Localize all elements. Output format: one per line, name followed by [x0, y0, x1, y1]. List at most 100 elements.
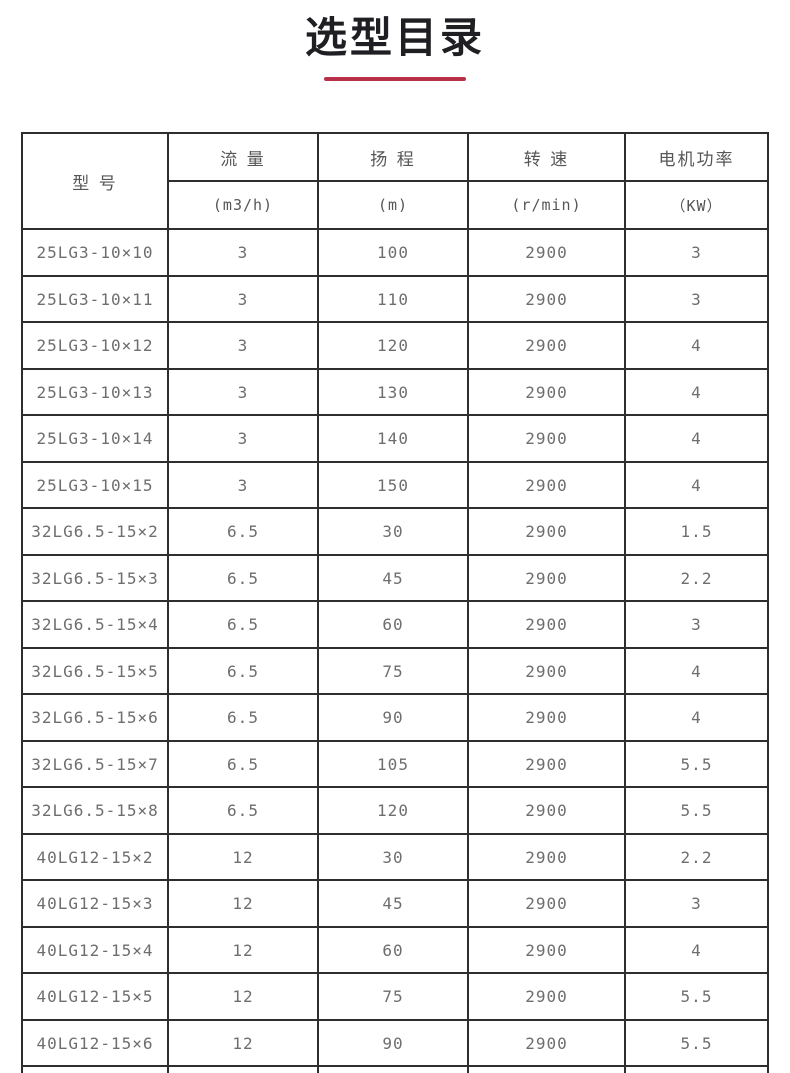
table-row: 32LG6.5-15×3 6.5 45 2900 2.2 [21, 553, 769, 603]
power-cell [624, 1065, 769, 1073]
head-cell: 150 [317, 460, 469, 510]
table-row-partial [21, 1065, 769, 1073]
head-cell: 30 [317, 832, 469, 882]
head-cell: 60 [317, 925, 469, 975]
flow-cell: 6.5 [167, 786, 319, 835]
head-cell: 30 [317, 507, 469, 556]
speed-cell: 2900 [467, 321, 626, 370]
model-cell: 40LG12-15×2 [21, 832, 169, 882]
column-header-speed: 转 速 [467, 132, 626, 183]
model-cell: 25LG3-10×13 [21, 367, 169, 417]
header-row-units: (m3/h) (m) (r/min) （KW） [22, 180, 769, 231]
power-cell: 5.5 [624, 739, 769, 789]
model-cell: 40LG12-15×3 [21, 879, 169, 928]
header-row-labels: 型 号 流 量 扬 程 转 速 电机功率 [21, 132, 769, 231]
table-header: 型 号 流 量 扬 程 转 速 电机功率 (m3/h) (m) (r/min) … [21, 132, 769, 231]
table-row: 40LG12-15×6 12 90 2900 5.5 [21, 1018, 769, 1068]
speed-cell [467, 1065, 626, 1073]
table-row: 25LG3-10×12 3 120 2900 4 [21, 321, 769, 370]
power-cell: 5.5 [624, 1018, 769, 1068]
table-body: 25LG3-10×10 3 100 2900 3 25LG3-10×11 3 1… [21, 228, 769, 1073]
head-cell: 105 [317, 739, 469, 789]
table-row: 32LG6.5-15×8 6.5 120 2900 5.5 [21, 786, 769, 835]
power-cell: 4 [624, 321, 769, 370]
page-title: 选型目录 [304, 13, 485, 62]
model-cell: 32LG6.5-15×8 [21, 786, 169, 835]
speed-cell: 2900 [467, 879, 626, 928]
flow-cell: 6.5 [167, 600, 319, 649]
head-cell: 90 [317, 693, 469, 742]
flow-cell: 6.5 [167, 507, 319, 556]
power-cell: 3 [624, 228, 769, 277]
head-cell: 90 [317, 1018, 469, 1068]
head-cell: 130 [317, 367, 469, 417]
table-row: 40LG12-15×2 12 30 2900 2.2 [21, 832, 769, 882]
speed-cell: 2900 [467, 367, 626, 417]
head-cell: 45 [317, 553, 469, 603]
head-cell [317, 1065, 469, 1073]
flow-cell: 3 [167, 228, 319, 277]
table-row: 40LG12-15×4 12 60 2900 4 [21, 925, 769, 975]
head-cell: 120 [317, 321, 469, 370]
model-cell: 32LG6.5-15×5 [21, 646, 169, 696]
column-header-model: 型 号 [21, 132, 169, 231]
unit-head: (m) [317, 180, 469, 231]
flow-cell: 12 [167, 925, 319, 975]
table-row: 32LG6.5-15×6 6.5 90 2900 4 [21, 693, 769, 742]
head-cell: 110 [317, 274, 469, 324]
unit-speed: (r/min) [467, 180, 626, 231]
flow-cell [167, 1065, 319, 1073]
model-cell: 25LG3-10×12 [21, 321, 169, 370]
flow-cell: 6.5 [167, 739, 319, 789]
flow-cell: 3 [167, 460, 319, 510]
model-cell: 25LG3-10×10 [21, 228, 169, 277]
speed-cell: 2900 [467, 507, 626, 556]
table-row: 32LG6.5-15×4 6.5 60 2900 3 [21, 600, 769, 649]
model-cell: 40LG12-15×4 [21, 925, 169, 975]
power-cell: 1.5 [624, 507, 769, 556]
pump-selection-table: 型 号 流 量 扬 程 转 速 电机功率 (m3/h) (m) (r/min) … [21, 132, 769, 1073]
speed-cell: 2900 [467, 600, 626, 649]
flow-cell: 3 [167, 414, 319, 463]
flow-cell: 12 [167, 879, 319, 928]
unit-flow: (m3/h) [167, 180, 319, 231]
flow-cell: 3 [167, 274, 319, 324]
power-cell: 4 [624, 414, 769, 463]
power-cell: 4 [624, 460, 769, 510]
speed-cell: 2900 [467, 972, 626, 1021]
head-cell: 60 [317, 600, 469, 649]
speed-cell: 2900 [467, 786, 626, 835]
power-cell: 3 [624, 274, 769, 324]
flow-cell: 6.5 [167, 553, 319, 603]
table-row: 25LG3-10×11 3 110 2900 3 [21, 274, 769, 324]
table-row: 25LG3-10×15 3 150 2900 4 [21, 460, 769, 510]
speed-cell: 2900 [467, 646, 626, 696]
speed-cell: 2900 [467, 693, 626, 742]
table-row: 32LG6.5-15×7 6.5 105 2900 5.5 [21, 739, 769, 789]
model-cell: 25LG3-10×15 [21, 460, 169, 510]
title-accent-underline [324, 77, 466, 82]
model-cell [21, 1065, 169, 1073]
model-cell: 32LG6.5-15×2 [21, 507, 169, 556]
power-cell: 5.5 [624, 972, 769, 1021]
speed-cell: 2900 [467, 274, 626, 324]
power-cell: 3 [624, 600, 769, 649]
head-cell: 140 [317, 414, 469, 463]
model-cell: 25LG3-10×14 [21, 414, 169, 463]
model-cell: 32LG6.5-15×6 [21, 693, 169, 742]
table-row: 40LG12-15×3 12 45 2900 3 [21, 879, 769, 928]
head-cell: 75 [317, 646, 469, 696]
table-row: 25LG3-10×13 3 130 2900 4 [21, 367, 769, 417]
power-cell: 4 [624, 925, 769, 975]
model-cell: 32LG6.5-15×7 [21, 739, 169, 789]
model-cell: 40LG12-15×6 [21, 1018, 169, 1068]
head-cell: 120 [317, 786, 469, 835]
power-cell: 4 [624, 646, 769, 696]
speed-cell: 2900 [467, 553, 626, 603]
flow-cell: 3 [167, 367, 319, 417]
power-cell: 4 [624, 367, 769, 417]
flow-cell: 6.5 [167, 646, 319, 696]
flow-cell: 12 [167, 972, 319, 1021]
power-cell: 5.5 [624, 786, 769, 835]
